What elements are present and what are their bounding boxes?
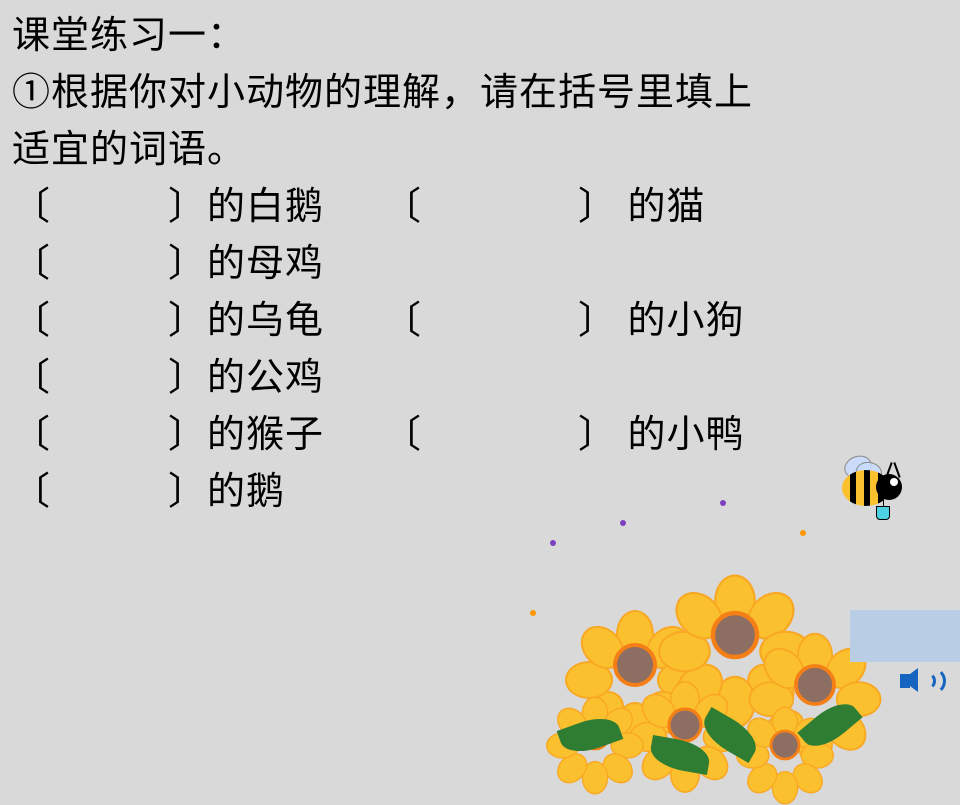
fill-blank-row: 〔 〕的公鸡 [12,350,948,407]
fill-blank-row: 〔 〕的白鹅 〔 〕 的猫 [12,179,948,236]
sound-icon[interactable] [900,660,942,702]
exercise-title: 课堂练习一： [12,8,948,65]
fill-blank-row: 〔 〕的猴子 〔 〕 的小鸭 [12,407,948,464]
bee-illustration [800,460,920,540]
instruction-line-1: ①根据你对小动物的理解，请在括号里填上 [12,65,948,122]
instruction-line-2: 适宜的词语。 [12,122,948,179]
decorative-illustration [500,460,920,740]
fill-blank-row: 〔 〕的乌龟 〔 〕 的小狗 [12,293,948,350]
image-placeholder-box [850,610,960,662]
fill-blank-row: 〔 〕的母鸡 [12,236,948,293]
slide: 课堂练习一： ①根据你对小动物的理解，请在括号里填上 适宜的词语。 〔 〕的白鹅… [0,0,960,720]
